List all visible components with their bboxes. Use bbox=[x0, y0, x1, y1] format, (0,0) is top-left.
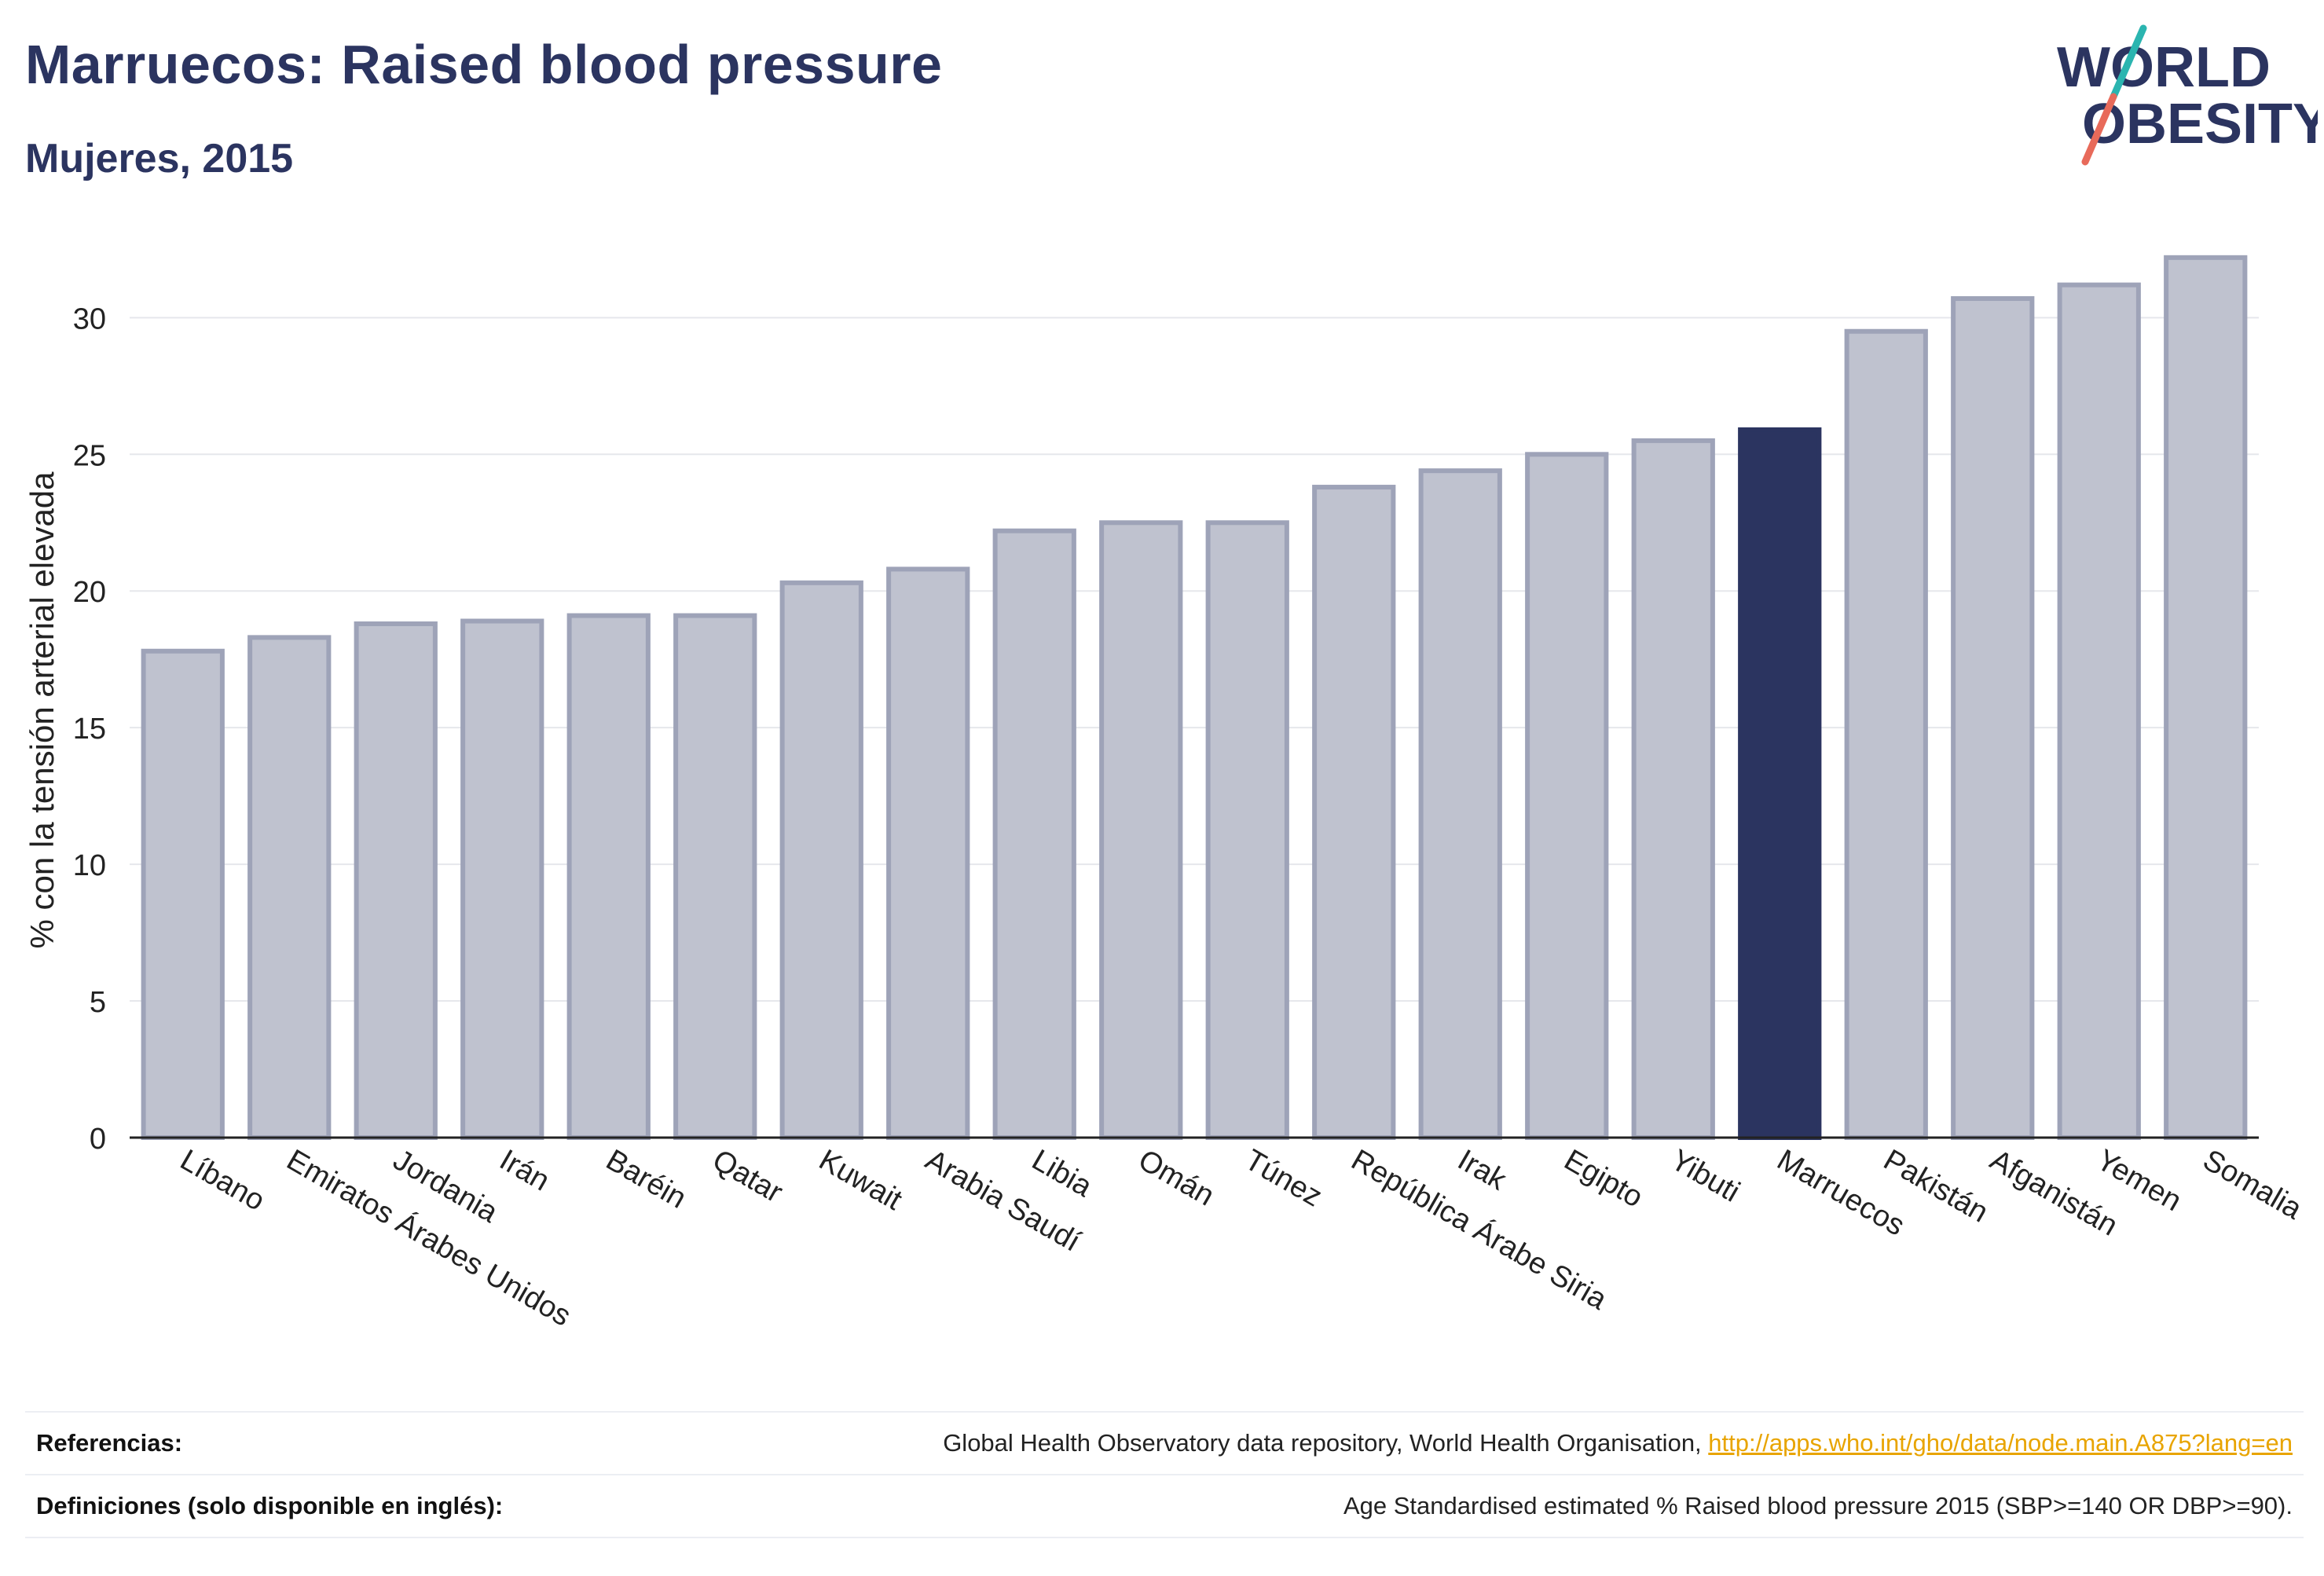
x-tick-label: Yibuti bbox=[1665, 1143, 1745, 1208]
x-tick-label: Qatar bbox=[707, 1143, 789, 1209]
y-axis-ticks: 0 5 10 15 20 25 30 bbox=[73, 302, 106, 1156]
bar-libia bbox=[992, 528, 1076, 1140]
x-axis-ticks: Líbano Emiratos Árabes UnidosJordaniaIrán… bbox=[174, 1143, 2308, 1333]
x-tick-label: Irak bbox=[1452, 1143, 1512, 1197]
x-tick-label: Omán bbox=[1133, 1143, 1220, 1212]
x-tick-label: Irán bbox=[494, 1143, 555, 1197]
references-value: Global Health Observatory data repositor… bbox=[943, 1429, 2304, 1457]
x-tick-label: Líbano bbox=[174, 1143, 270, 1217]
definitions-value: Age Standardised estimated % Raised bloo… bbox=[1343, 1492, 2293, 1519]
y-tick-label: 15 bbox=[73, 713, 106, 746]
logo-line1: WORLD bbox=[2057, 36, 2271, 99]
y-axis-label: % con la tensión arterial elevada bbox=[24, 471, 60, 949]
y-tick-label: 0 bbox=[90, 1123, 106, 1156]
bar-república-árabe-siria bbox=[1312, 485, 1396, 1140]
y-tick-label: 10 bbox=[73, 849, 106, 882]
bar-egipto bbox=[1525, 452, 1609, 1140]
world-obesity-logo: WORLD OBESITY bbox=[2057, 24, 2318, 166]
bar-pakistán bbox=[1844, 328, 1928, 1140]
bar-chart: 0 5 10 15 20 25 30 Líbano Emiratos Árabes Unido… bbox=[24, 255, 2308, 1333]
references-label: Referencias: bbox=[36, 1429, 183, 1457]
bar-emiratos-árabes-unidos bbox=[247, 635, 332, 1140]
bar-somalia bbox=[2164, 255, 2248, 1140]
x-tick-label: Libia bbox=[1026, 1143, 1098, 1204]
bar-kuwait bbox=[779, 580, 863, 1140]
bar-omán bbox=[1099, 520, 1183, 1140]
x-tick-label: Túnez bbox=[1239, 1143, 1327, 1213]
bars bbox=[141, 255, 2248, 1141]
definitions-row: Definiciones (solo disponible en inglés)… bbox=[25, 1474, 2304, 1538]
x-tick-label: Kuwait bbox=[813, 1143, 907, 1217]
y-tick-label: 30 bbox=[73, 302, 106, 335]
bar-irán bbox=[460, 618, 544, 1140]
references-link[interactable]: http://apps.who.int/gho/data/node.main.A… bbox=[1708, 1429, 2293, 1457]
bar-irak bbox=[1418, 468, 1502, 1140]
bar-líbano bbox=[141, 648, 225, 1140]
logo-slash-coral bbox=[2081, 93, 2117, 166]
y-tick-label: 25 bbox=[73, 439, 106, 472]
logo-slash-teal bbox=[2110, 24, 2147, 101]
grid-lines bbox=[130, 317, 2259, 1002]
bar-marruecos bbox=[1738, 427, 1822, 1140]
bar-yemen bbox=[2057, 282, 2141, 1141]
chart-title: Marruecos: Raised blood pressure bbox=[25, 34, 943, 95]
references-text: Global Health Observatory data repositor… bbox=[943, 1429, 1709, 1457]
y-tick-label: 20 bbox=[73, 576, 106, 609]
bar-túnez bbox=[1205, 520, 1289, 1140]
bar-qatar bbox=[673, 613, 757, 1140]
x-tick-label: Somalia bbox=[2198, 1143, 2308, 1226]
bar-jordania bbox=[354, 621, 438, 1140]
bar-yibuti bbox=[1631, 438, 1715, 1140]
bar-afganistán bbox=[1951, 296, 2035, 1141]
logo-line2: OBESITY bbox=[2082, 93, 2318, 156]
references-row: Referencias: Global Health Observatory d… bbox=[25, 1411, 2304, 1474]
x-tick-label: Baréin bbox=[600, 1143, 691, 1215]
bar-baréin bbox=[566, 613, 651, 1140]
y-tick-label: 5 bbox=[90, 986, 106, 1019]
bar-arabia-saudí bbox=[886, 566, 970, 1140]
chart-subtitle: Mujeres, 2015 bbox=[25, 136, 294, 181]
x-tick-label: Egipto bbox=[1559, 1143, 1648, 1214]
definitions-label: Definiciones (solo disponible en inglés)… bbox=[36, 1492, 504, 1519]
